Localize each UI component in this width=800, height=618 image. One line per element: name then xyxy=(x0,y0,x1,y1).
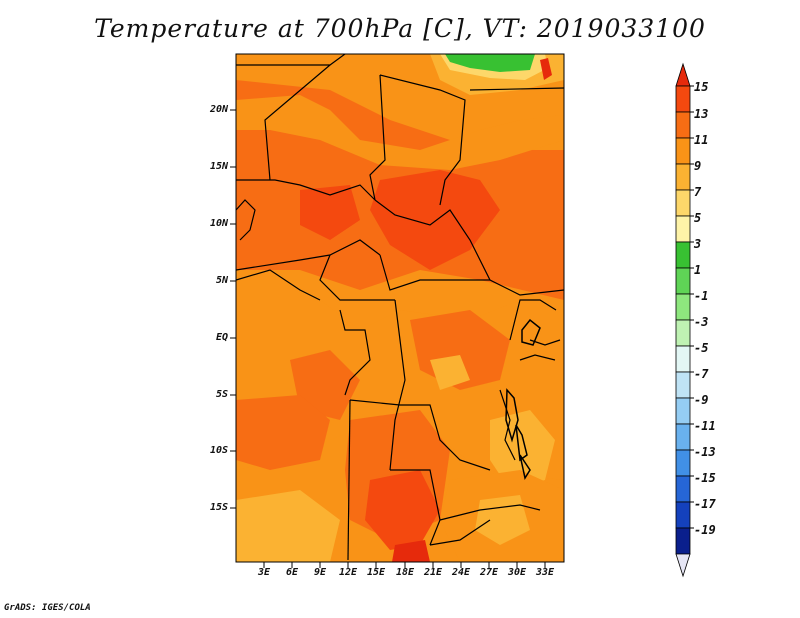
lat-label-5s: 5S xyxy=(215,389,228,400)
colorbar-bottom-arrow xyxy=(675,553,691,578)
lon-tick-marks xyxy=(263,562,546,568)
lon-label-9e: 9E xyxy=(313,567,327,578)
map-frame xyxy=(235,53,565,563)
lon-label-27e: 27E xyxy=(479,567,499,578)
lat-tick-marks xyxy=(230,109,236,509)
colorbar-label: 11 xyxy=(694,133,709,147)
colorbar-label: -11 xyxy=(694,419,716,433)
colorbar-swatch xyxy=(675,189,691,217)
lat-label-15n: 15N xyxy=(209,161,228,172)
lat-label-15s: 15S xyxy=(209,502,228,513)
colorbar-swatch xyxy=(675,137,691,165)
country-borders xyxy=(236,54,564,561)
lon-label-33e: 33E xyxy=(535,567,555,578)
lon-label-3e: 3E xyxy=(257,567,271,578)
lat-label-eq: EQ xyxy=(215,332,228,343)
colorbar-swatch xyxy=(675,215,691,243)
lon-label-15e: 15E xyxy=(366,567,386,578)
colorbar-swatch xyxy=(675,475,691,503)
lon-label-24e: 24E xyxy=(451,567,471,578)
colorbar-swatch xyxy=(675,319,691,347)
lake-outlines xyxy=(505,318,541,480)
colorbar-swatch xyxy=(675,267,691,295)
colorbar-label: -13 xyxy=(694,445,716,459)
colorbar-label: 3 xyxy=(694,237,702,251)
lat-label-10s: 10S xyxy=(209,445,228,456)
lat-label-10n: 10N xyxy=(209,218,228,229)
colorbar-swatch xyxy=(675,527,691,555)
colorbar-label: -17 xyxy=(694,497,716,511)
colorbar-label: 15 xyxy=(694,80,709,94)
grads-credit: GrADS: IGES/COLA xyxy=(4,603,91,613)
colorbar-label: -19 xyxy=(694,523,716,537)
colorbar xyxy=(675,62,694,578)
temperature-field xyxy=(236,54,564,562)
colorbar-label: -5 xyxy=(694,341,709,355)
colorbar-label: -15 xyxy=(694,471,716,485)
colorbar-swatch xyxy=(675,163,691,191)
colorbar-swatch xyxy=(675,501,691,529)
lon-label-21e: 21E xyxy=(423,567,443,578)
colorbar-label: -7 xyxy=(694,367,709,381)
lon-label-30e: 30E xyxy=(507,567,527,578)
colorbar-label: -3 xyxy=(694,315,709,329)
colorbar-swatch xyxy=(675,397,691,425)
colorbar-label: 7 xyxy=(694,185,702,199)
colorbar-swatch xyxy=(675,111,691,139)
colorbar-swatch xyxy=(675,423,691,451)
colorbar-label: 13 xyxy=(694,107,709,121)
colorbar-label: 5 xyxy=(694,211,702,225)
colorbar-label: 1 xyxy=(694,263,702,277)
colorbar-top-arrow xyxy=(675,62,691,87)
colorbar-swatch xyxy=(675,293,691,321)
colorbar-swatch xyxy=(675,371,691,399)
colorbar-label: -9 xyxy=(694,393,709,407)
lon-label-12e: 12E xyxy=(338,567,358,578)
map-title: Temperature at 700hPa [C], VT: 201903310… xyxy=(94,14,706,43)
colorbar-label: -1 xyxy=(694,289,709,303)
colorbar-swatch xyxy=(675,85,691,113)
lon-label-6e: 6E xyxy=(285,567,299,578)
lat-label-5n: 5N xyxy=(215,275,228,286)
colorbar-swatch xyxy=(675,345,691,373)
colorbar-swatch xyxy=(675,449,691,477)
lat-label-20n: 20N xyxy=(209,104,228,115)
lon-label-18e: 18E xyxy=(395,567,415,578)
colorbar-swatch xyxy=(675,241,691,269)
colorbar-label: 9 xyxy=(694,159,702,173)
